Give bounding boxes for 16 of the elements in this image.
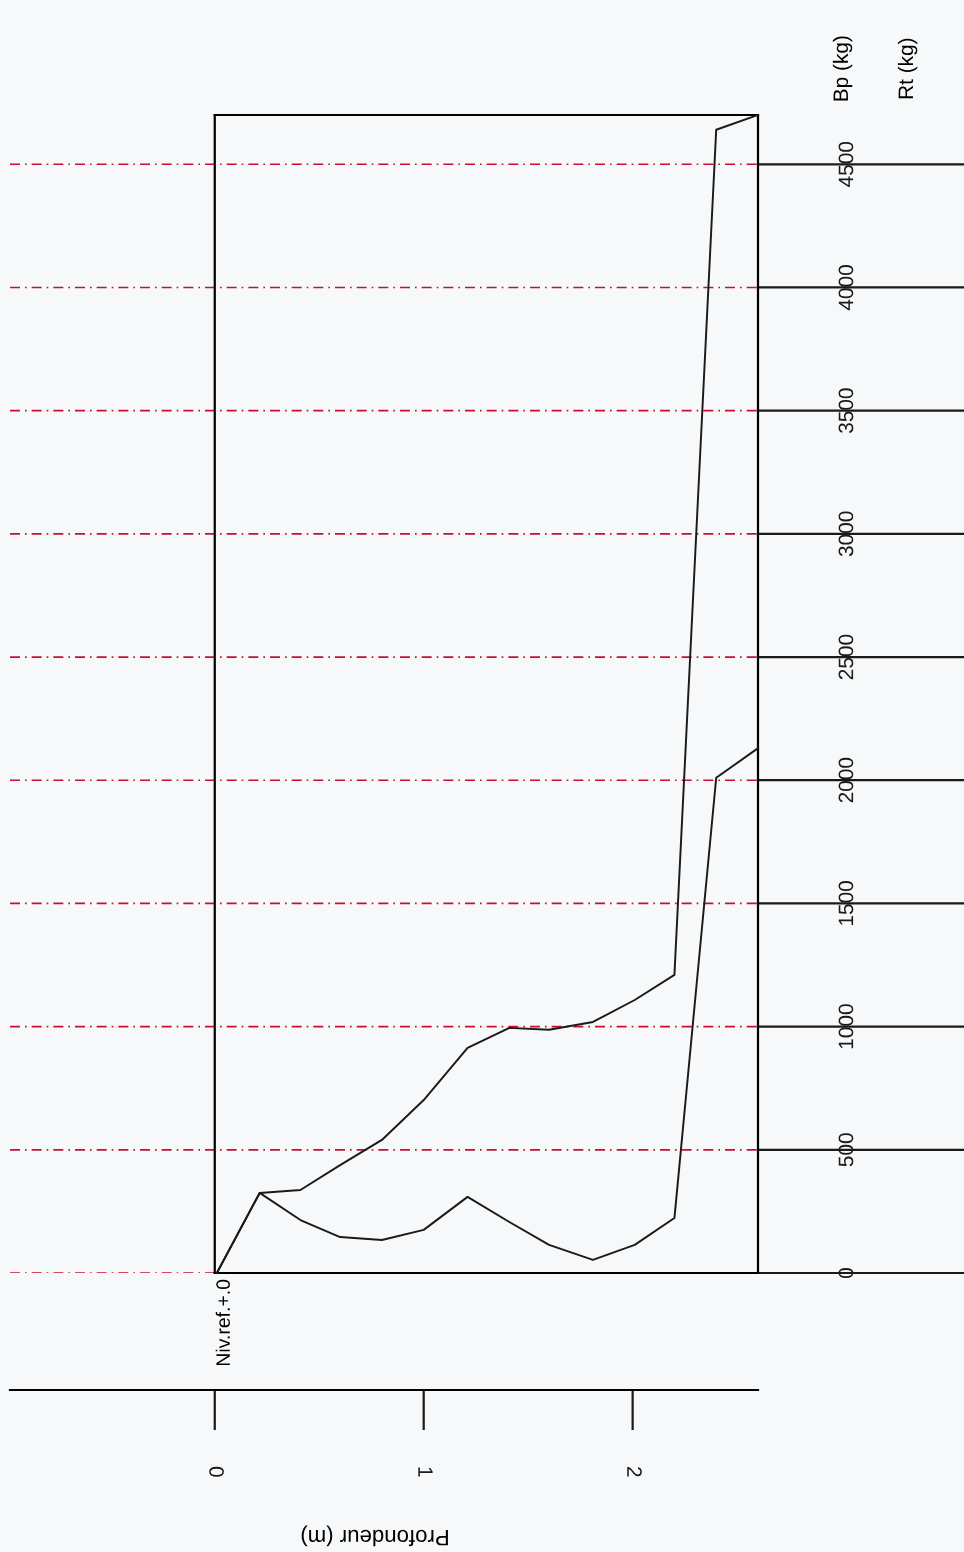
y-tick-label: 4000 <box>838 265 854 311</box>
annotation: Niv.ref.+.0 <box>215 1279 230 1366</box>
y-tick-label: 2000 <box>838 757 854 803</box>
x-tick-label: 0 <box>209 1466 224 1477</box>
x-tick-label: 2 <box>627 1467 642 1477</box>
x-tick-label: 1 <box>418 1467 433 1477</box>
text: Rt (kg) <box>897 38 918 99</box>
y-tick-label: 4500 <box>838 141 854 187</box>
y-tick-label: 500 <box>838 1133 854 1167</box>
x-axis-title: Profondeur (m) <box>301 1525 448 1547</box>
y-axis-title: Bp (kg) <box>832 36 853 101</box>
y-tick-label: 1000 <box>838 1004 854 1049</box>
y-tick-label: 3000 <box>838 511 854 557</box>
y-tick-label: 2500 <box>838 634 854 680</box>
y-tick-label: 3500 <box>838 388 854 434</box>
y-tick-label: 1500 <box>838 881 854 926</box>
